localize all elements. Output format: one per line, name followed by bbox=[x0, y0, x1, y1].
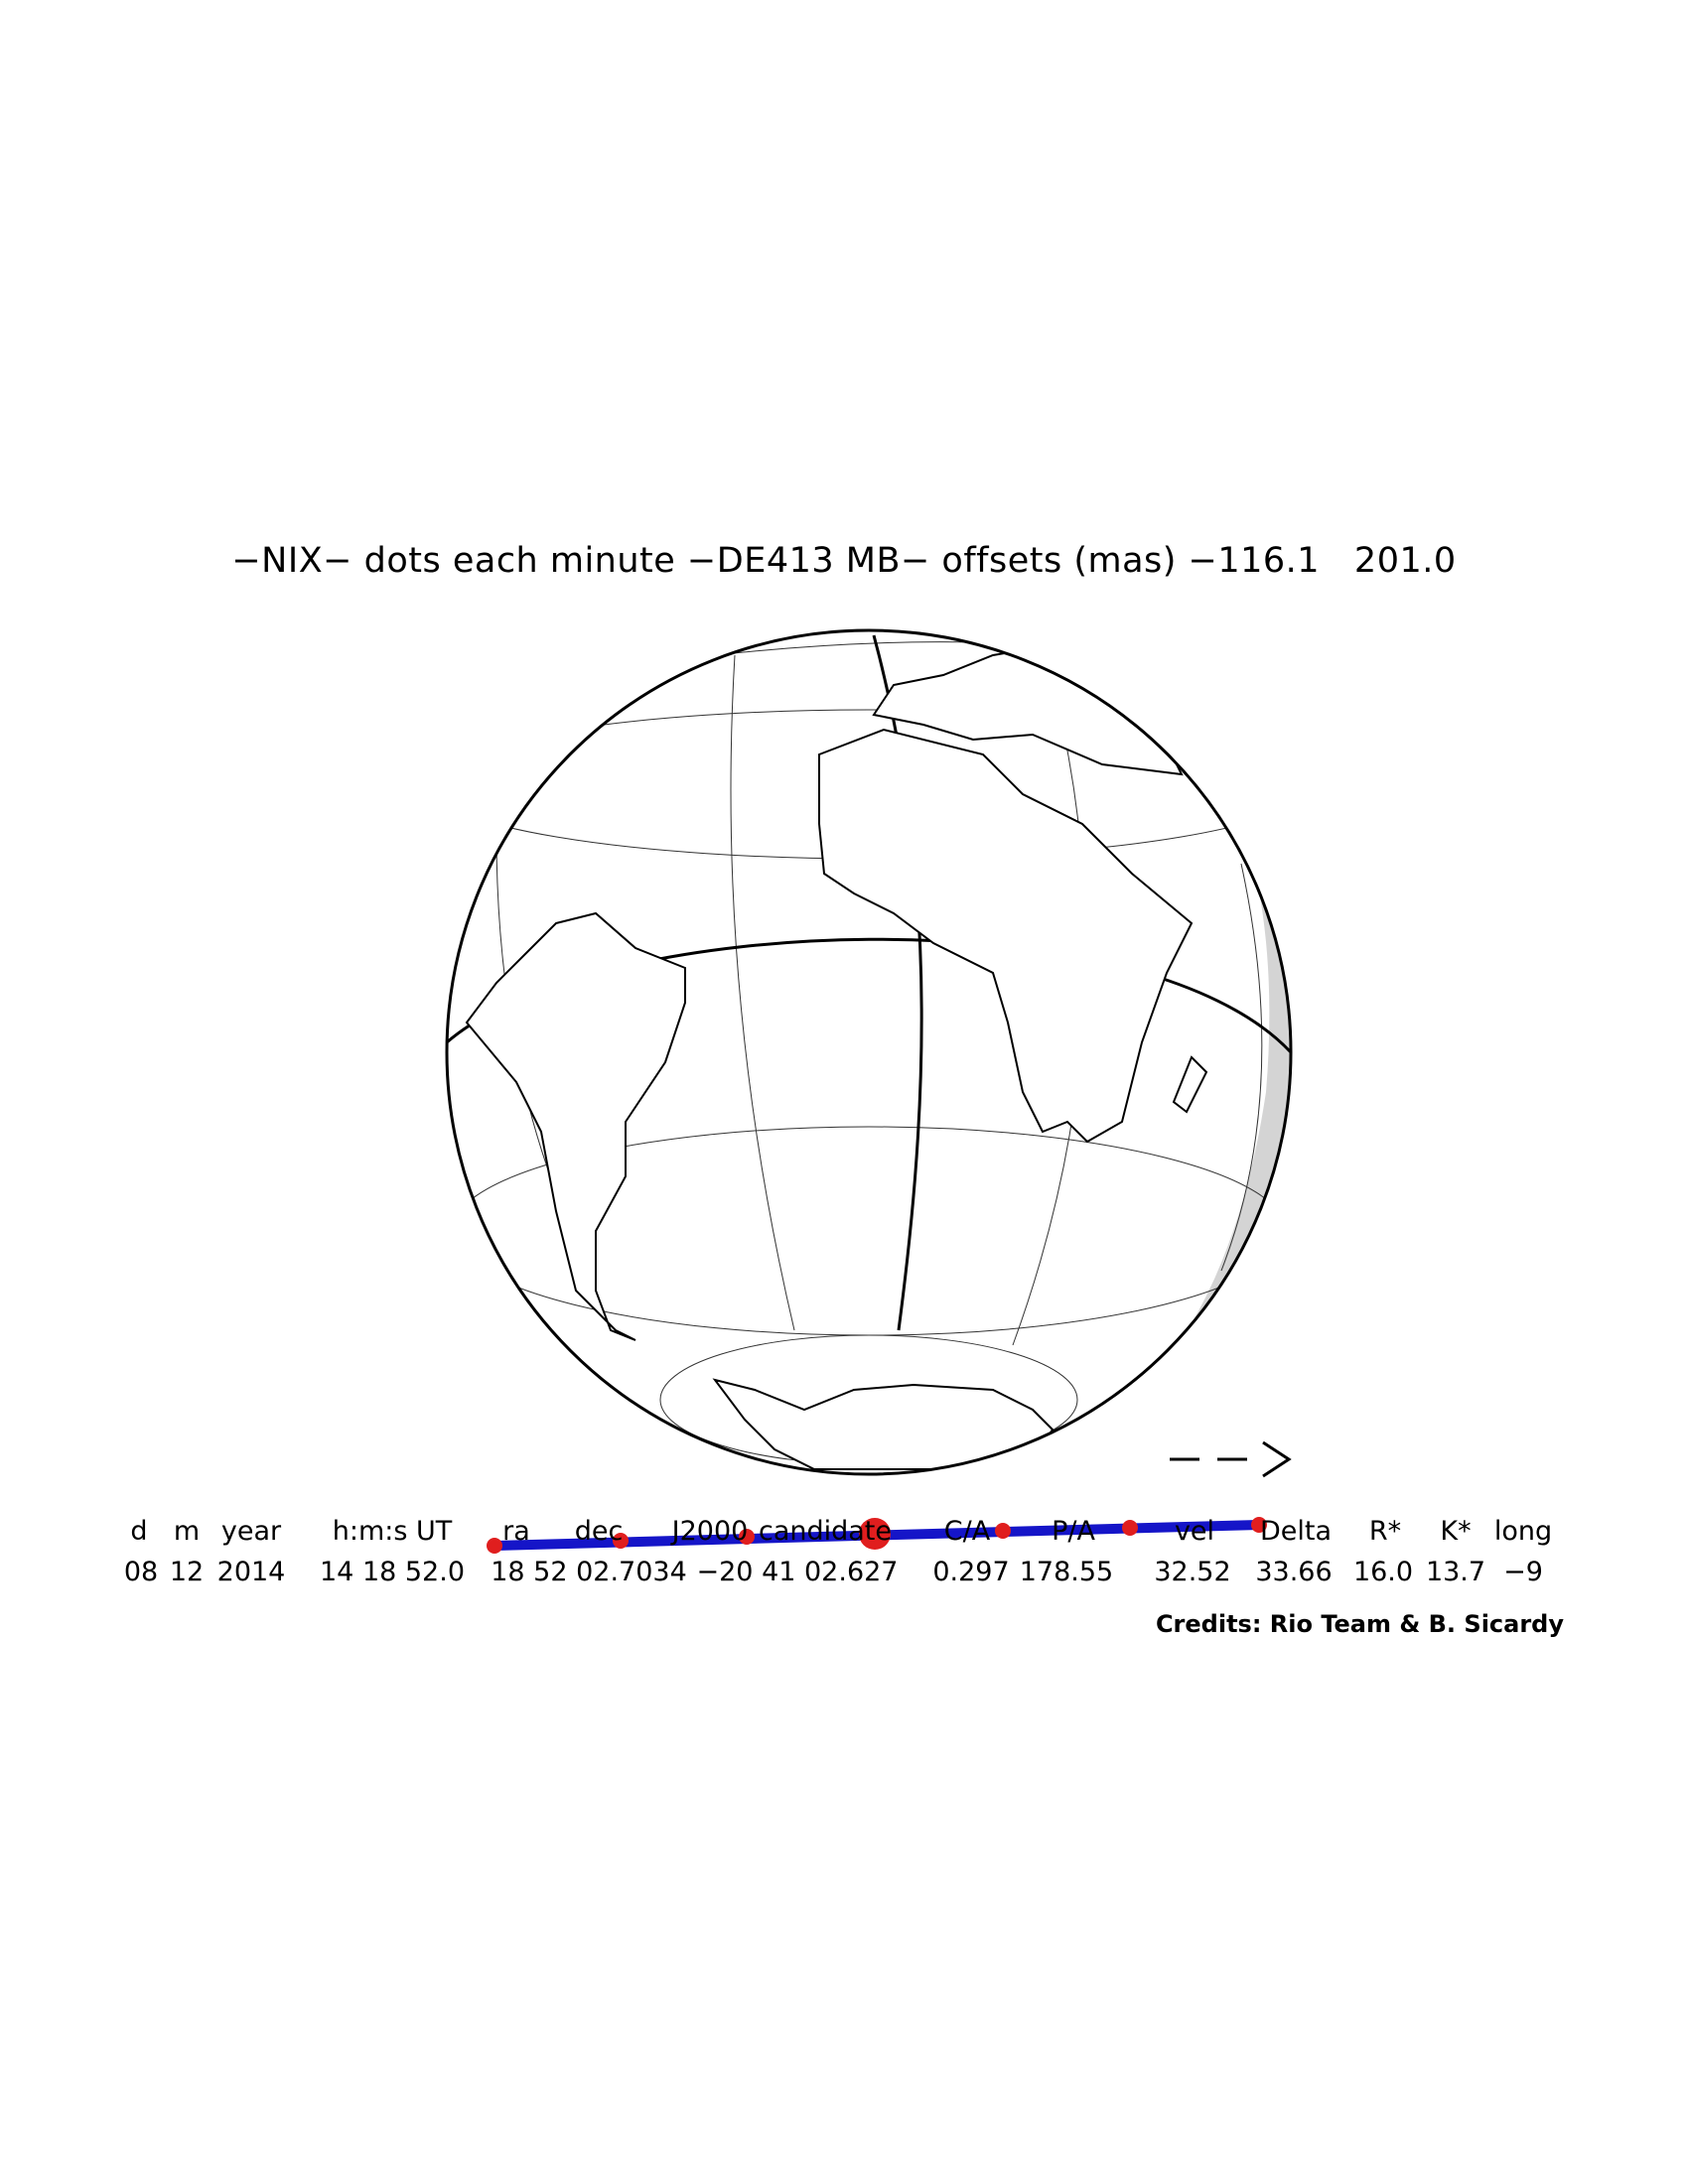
direction-arrow bbox=[1170, 1440, 1292, 1478]
track-dot bbox=[1251, 1517, 1267, 1533]
credits-text: Credits: Rio Team & B. Sicardy bbox=[1155, 1610, 1564, 1638]
south-america bbox=[465, 911, 686, 1341]
header-pa: P/A bbox=[1052, 1516, 1095, 1547]
antarctica bbox=[712, 1378, 1055, 1470]
header-kstar: K* bbox=[1440, 1516, 1472, 1547]
header-ra: ra bbox=[502, 1516, 530, 1547]
header-rstar: R* bbox=[1368, 1516, 1402, 1547]
header-long: long bbox=[1493, 1516, 1553, 1547]
value-d: 08 bbox=[123, 1557, 159, 1587]
globe-outline bbox=[445, 628, 1293, 1476]
value-ra: 18 52 02.7034 bbox=[491, 1557, 687, 1587]
value-delta: 33.66 bbox=[1255, 1557, 1333, 1587]
value-pa: 178.55 bbox=[1019, 1557, 1114, 1587]
track-dot-central bbox=[859, 1518, 891, 1550]
value-dec: −20 41 02.627 bbox=[696, 1557, 899, 1587]
africa bbox=[818, 728, 1194, 1144]
header-delta: Delta bbox=[1259, 1516, 1333, 1547]
track-dot bbox=[995, 1523, 1011, 1539]
value-kstar: 13.7 bbox=[1425, 1557, 1486, 1587]
night-shading bbox=[1132, 635, 1291, 1410]
header-ca: C/A bbox=[943, 1516, 991, 1547]
value-rstar: 16.0 bbox=[1352, 1557, 1414, 1587]
header-time: h:m:s UT bbox=[332, 1516, 453, 1547]
header-j2000: J2000 bbox=[671, 1516, 749, 1547]
map-title: −NIX− dots each minute −DE413 MB− offset… bbox=[231, 541, 1457, 581]
header-year: year bbox=[220, 1516, 282, 1547]
value-vel: 32.52 bbox=[1154, 1557, 1231, 1587]
header-candidate: candidate bbox=[758, 1516, 893, 1547]
header-m: m bbox=[173, 1516, 201, 1547]
value-long: −9 bbox=[1503, 1557, 1543, 1587]
header-d: d bbox=[130, 1516, 148, 1547]
track-dot bbox=[613, 1533, 629, 1549]
header-dec: dec bbox=[574, 1516, 624, 1547]
track-dot bbox=[1122, 1520, 1138, 1536]
header-vel: vel bbox=[1174, 1516, 1215, 1547]
value-time: 14 18 52.0 bbox=[320, 1557, 465, 1587]
shadow-track-dots bbox=[487, 1517, 1267, 1554]
value-year: 2014 bbox=[216, 1557, 286, 1587]
track-dot bbox=[739, 1529, 755, 1545]
value-m: 12 bbox=[169, 1557, 205, 1587]
track-dot bbox=[487, 1538, 502, 1554]
madagascar bbox=[1172, 1055, 1208, 1114]
value-ca: 0.297 bbox=[932, 1557, 1010, 1587]
